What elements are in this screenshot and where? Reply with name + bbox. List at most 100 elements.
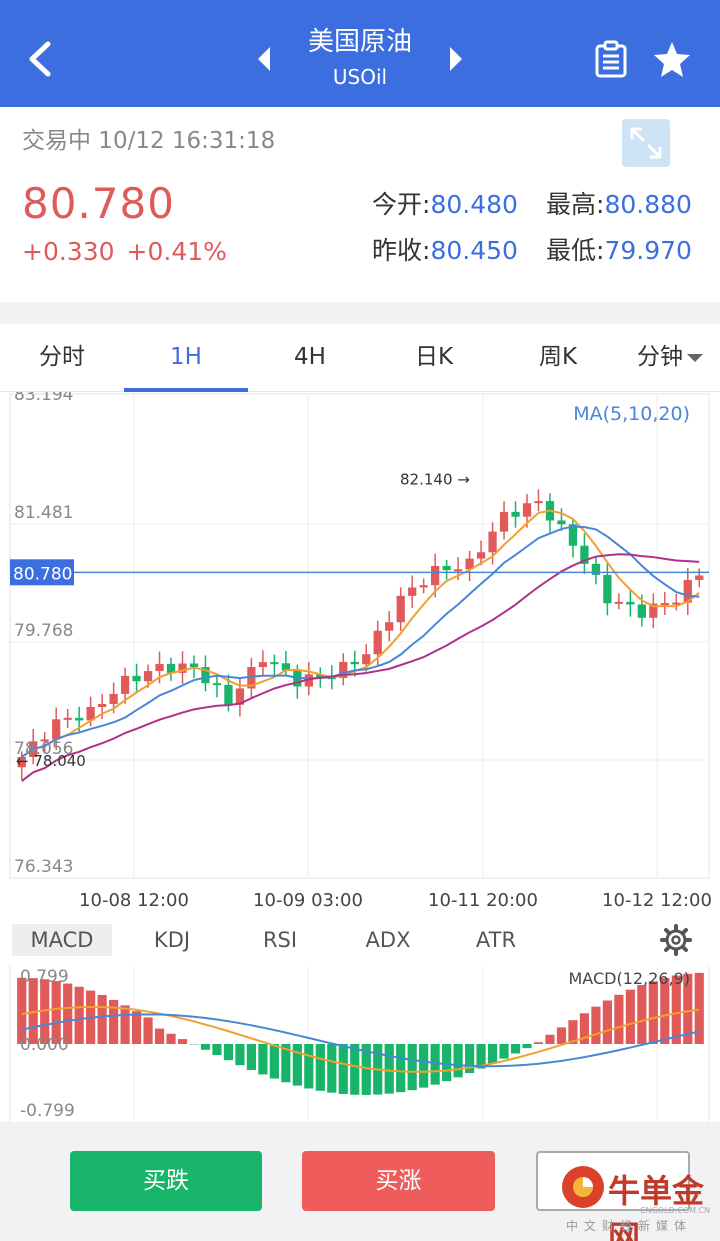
macd-bar [154,1028,165,1044]
macd-bar [281,1044,291,1083]
candle-body [419,585,428,588]
macd-bar [384,1044,394,1094]
macd-dif-line [21,1005,700,1073]
back-icon[interactable] [18,36,64,82]
instrument-title: 美国原油 [307,27,412,57]
trading-status: 交易中 10/12 16:31:18 [22,128,276,154]
candle-body [270,662,279,665]
quote-panel: 交易中 10/12 16:31:18 80.780 +0.330 +0.41% 今… [0,107,720,302]
macd-bar [327,1044,337,1093]
change-value: +0.330 [22,237,115,266]
macd-bar [40,979,50,1044]
candle-body [442,565,451,571]
macd-bar [522,1044,532,1049]
macd-bar [350,1044,360,1095]
tab-weekly[interactable]: 周K [538,344,578,370]
watermark-name: 牛单金网 [608,1172,705,1241]
candle-body [534,501,543,504]
indicator-tab-macd[interactable]: MACD [12,924,112,956]
chart-frame [9,393,710,879]
change-percent: +0.41% [126,237,227,266]
watermark-subtitle: 中文财经新媒体 [566,1219,693,1233]
price-change: +0.330 +0.41% [22,237,227,266]
macd-bar [315,1044,325,1091]
candle-body [40,739,49,742]
macd-bar [166,1033,176,1044]
kline-chart[interactable]: 80.780 83.194 81.481 79.768 78.056 76.343 10-0… [0,385,720,914]
indicator-tab-atr[interactable]: ATR [475,928,517,952]
macd-bar [453,1044,463,1078]
macd-bar [683,973,693,1044]
y-tick-label: 81.481 [14,503,73,523]
gear-icon[interactable] [660,924,692,956]
clipboard-icon[interactable] [594,40,628,78]
macd-chart[interactable]: 0.799 0.000 -0.799 MACD(12,26,9) [0,966,720,1122]
kline-svg: 80.780 83.194 81.481 79.768 78.056 76.343 10-0… [9,385,712,911]
macd-bar [591,1006,601,1044]
candle-body [511,511,520,517]
candle-body [637,604,646,618]
order-button[interactable] [536,1151,690,1211]
y-tick-label: 78.056 [14,739,73,759]
macd-y-tick-label: 0.000 [20,1035,69,1055]
macd-bar [304,1044,314,1089]
macd-y-tick-label: 0.799 [20,967,69,987]
ma-legend-label: MA(5,10,20) [573,403,690,425]
macd-bar [442,1044,452,1082]
y-tick-label: 83.194 [14,392,73,405]
macd-bar [51,981,61,1044]
macd-bar [258,1044,268,1075]
candle-body [143,671,153,682]
candle-body [155,663,164,672]
candle-body [281,663,290,671]
macd-bar [63,983,73,1044]
macd-bar [246,1044,257,1070]
fullscreen-button[interactable] [622,119,670,167]
x-tick-label: 10-08 12:00 [79,890,189,911]
ma20-line [21,553,700,782]
low-label: 最低: [546,236,605,265]
macd-legend-label: MACD(12,26,9) [568,969,690,988]
candle-body [373,630,382,655]
candle-body [695,575,704,580]
candle-body [350,661,359,665]
candle-body [614,601,624,604]
next-symbol-icon[interactable] [446,44,466,74]
candle-body [557,520,566,525]
candle-body [499,511,509,532]
indicator-tab-rsi[interactable]: RSI [262,928,298,952]
macd-bar [556,1027,567,1044]
macd-bar [223,1044,234,1061]
macd-bar [568,1020,578,1044]
candle-body [580,545,589,564]
candle-body [224,684,233,705]
macd-svg: 0.799 0.000 -0.799 MACD(12,26,9) [9,966,710,1122]
candle-body [603,574,612,604]
title-block: 美国原油 USOil [250,22,470,98]
tab-timeshare[interactable]: 分时 [39,344,85,370]
macd-bar [200,1044,211,1050]
low-stat: 最低:79.970 [546,231,692,267]
macd-y-tick-label: -0.799 [20,1101,75,1121]
macd-dea-line [21,1013,700,1068]
candle-body [453,569,463,572]
prev-symbol-icon[interactable] [254,44,274,74]
candle-body [431,565,440,586]
indicator-tab-adx[interactable]: ADX [365,928,411,952]
indicator-tab-kdj[interactable]: KDJ [153,928,191,952]
candle-body [120,675,130,694]
macd-bar [292,1044,302,1086]
sell-button[interactable]: 买跌 [70,1151,262,1211]
macd-bar [430,1044,440,1085]
tab-minute-dropdown[interactable]: 分钟 [620,324,720,391]
buy-button[interactable]: 买涨 [302,1151,495,1211]
macd-bar [648,981,658,1044]
min-marker-label: ← 78.040 [16,752,86,770]
tab-daily[interactable]: 日K [414,344,454,370]
macd-bar [510,1044,521,1054]
tab-1h[interactable]: 1H [124,324,248,392]
chevron-down-icon [687,353,703,362]
favorite-star-icon[interactable] [652,40,692,80]
tab-4h[interactable]: 4H [294,344,326,370]
candle-body [132,675,141,682]
